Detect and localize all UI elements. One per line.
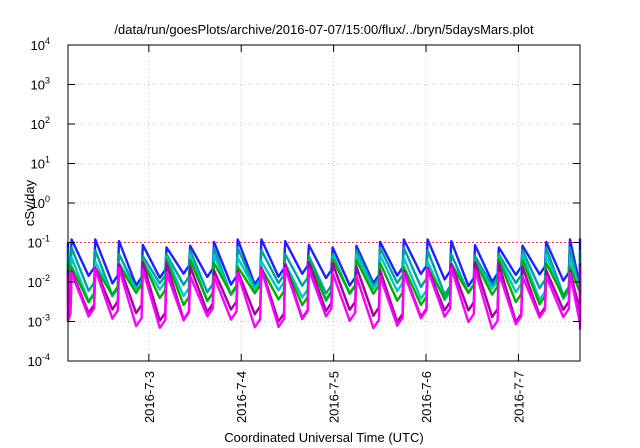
y-tick-label: 103 [31,76,50,93]
y-tick-label: 10-1 [28,234,50,251]
series-line [66,258,582,307]
x-tick-label: 2016-7-5 [327,371,342,423]
y-axis-label: cSv/day [22,179,37,226]
x-axis-label: Coordinated Universal Time (UTC) [224,430,423,445]
y-tick-label: 104 [31,36,50,53]
y-tick-label: 100 [31,194,50,211]
y-tick-label: 10-3 [28,313,50,330]
tick-marks [68,44,580,362]
series-group [66,238,582,331]
x-tick-label: 2016-7-6 [419,371,434,423]
y-tick-label: 10-4 [28,352,50,369]
x-tick-label: 2016-7-3 [142,371,157,423]
chart-title: /data/run/goesPlots/archive/2016-07-07/1… [114,22,534,37]
y-tick-label: 10-2 [28,273,50,290]
y-tick-labels: 104 103 102 101 100 10-1 10-2 10-3 10-4 [28,36,50,369]
series-line [66,238,582,288]
x-tick-label: 2016-7-7 [511,371,526,423]
x-tick-labels: 2016-7-3 2016-7-4 2016-7-5 2016-7-6 2016-7-7 [142,371,527,423]
x-tick-label: 2016-7-4 [234,371,249,423]
y-tick-label: 101 [31,155,50,172]
series-line [66,266,582,331]
y-tick-label: 102 [31,115,50,132]
